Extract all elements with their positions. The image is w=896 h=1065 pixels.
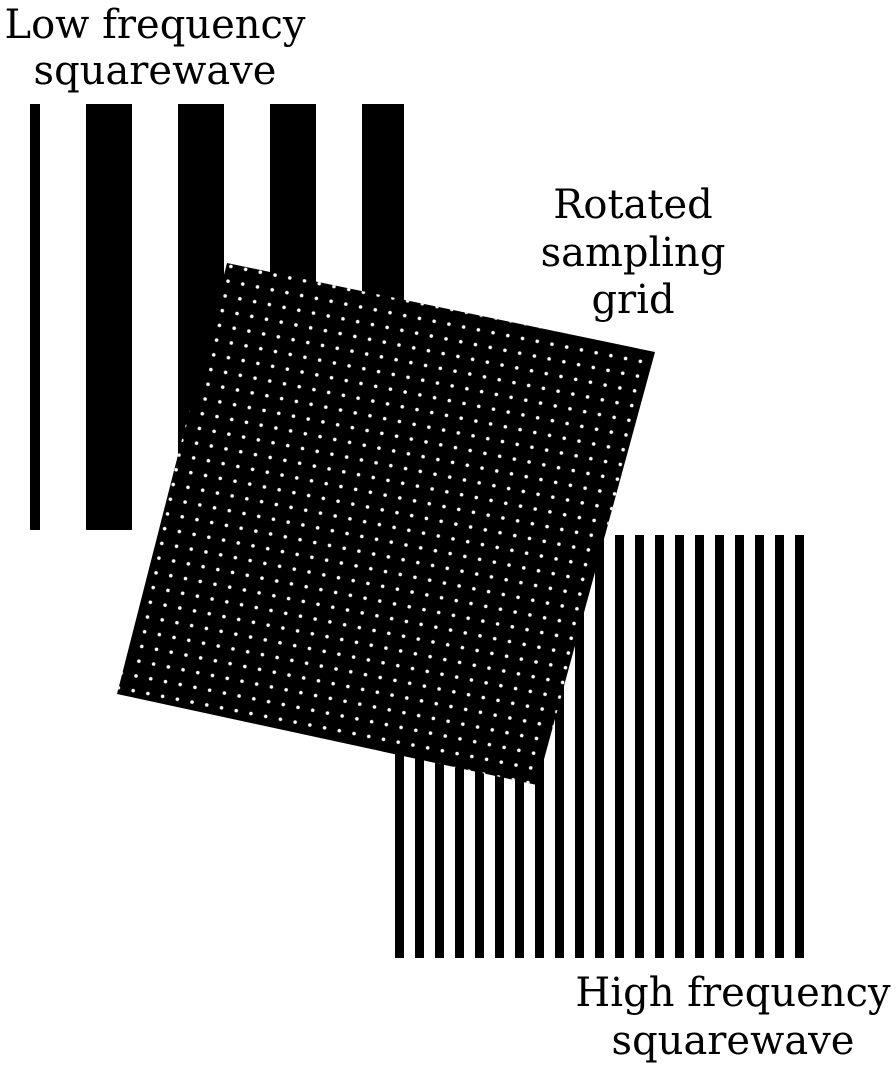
high-frequency-bar bbox=[635, 535, 644, 958]
high-frequency-bar bbox=[675, 535, 684, 958]
high-frequency-bar bbox=[575, 535, 584, 958]
high-frequency-bar bbox=[595, 535, 604, 958]
high-frequency-bar bbox=[555, 535, 564, 958]
high-frequency-bar bbox=[715, 535, 724, 958]
high-frequency-label-line1: High frequency bbox=[575, 970, 891, 1016]
high-frequency-bar bbox=[655, 535, 664, 958]
rotated-grid-label-line2: sampling bbox=[541, 230, 726, 276]
high-frequency-bar bbox=[755, 535, 764, 958]
rotated-sampling-grid bbox=[117, 263, 655, 785]
sampling-grid-dots bbox=[117, 263, 655, 785]
high-frequency-bar bbox=[775, 535, 784, 958]
high-frequency-bar bbox=[795, 535, 804, 958]
rotated-grid-label-line1: Rotated bbox=[553, 182, 712, 228]
low-frequency-label-line2: squarewave bbox=[34, 48, 277, 94]
high-frequency-bar bbox=[615, 535, 624, 958]
low-frequency-bar bbox=[30, 104, 40, 530]
low-frequency-bar bbox=[86, 104, 132, 530]
high-frequency-bar bbox=[735, 535, 744, 958]
high-frequency-label-line2: squarewave bbox=[612, 1018, 855, 1064]
high-frequency-bar bbox=[695, 535, 704, 958]
low-frequency-label-line1: Low frequency bbox=[5, 2, 306, 48]
rotated-grid-label-line3: grid bbox=[591, 277, 674, 323]
